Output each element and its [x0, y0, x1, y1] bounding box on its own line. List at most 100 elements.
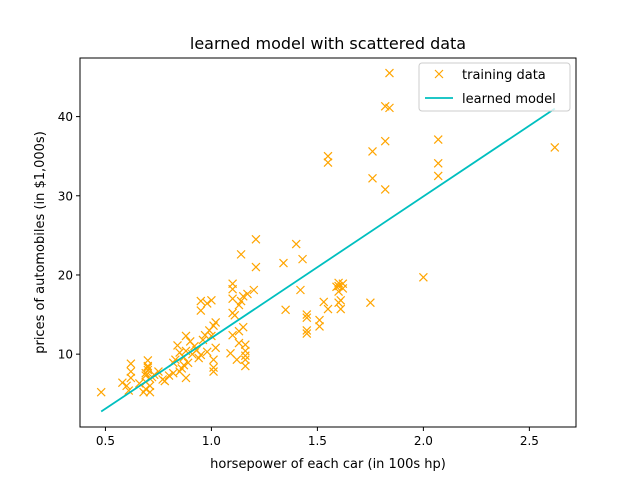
scatter-point — [209, 363, 218, 373]
scatter-point — [418, 272, 428, 282]
scatter-point — [251, 262, 261, 272]
scatter-point — [145, 381, 155, 391]
scatter-point — [336, 295, 346, 305]
scatter-point — [196, 306, 206, 316]
scatter-point — [228, 330, 238, 340]
scatter-point — [368, 147, 377, 156]
scatter-point — [126, 367, 136, 376]
scatter-point — [173, 341, 182, 350]
scatter-point — [183, 358, 193, 368]
scatter-point — [124, 386, 134, 395]
scatter-point — [433, 158, 443, 168]
scatter-point — [126, 373, 136, 383]
scatter-point — [122, 381, 132, 391]
scatter-point — [228, 279, 238, 289]
scatter-point — [380, 136, 390, 146]
scatter-point — [238, 291, 248, 301]
legend: training data learned model — [418, 62, 571, 112]
legend-label-training: training data — [462, 68, 546, 83]
scatter-point — [315, 315, 324, 325]
scatter-point — [238, 322, 248, 332]
scatter-point — [170, 355, 180, 365]
scatter-point — [126, 359, 136, 369]
plot-area — [96, 68, 560, 413]
scatter-point — [385, 68, 394, 78]
scatter-point — [365, 298, 375, 308]
scatter-point — [433, 135, 443, 144]
scatter-point — [236, 249, 246, 259]
scatter-point — [302, 313, 312, 323]
scatter-point — [179, 360, 189, 370]
scatter-point — [209, 355, 218, 365]
y-tick-label: 30 — [58, 189, 73, 203]
scatter-point — [368, 173, 377, 183]
legend-x-icon — [434, 69, 444, 79]
legend-box — [418, 62, 571, 112]
scatter-point — [302, 329, 312, 338]
regression-line — [100, 107, 556, 413]
scatter-point — [315, 322, 324, 331]
scatter-point — [338, 279, 348, 289]
scatter-point — [160, 376, 170, 386]
scatter-point — [206, 331, 216, 341]
scatter-point — [181, 331, 191, 341]
scatter-point — [202, 299, 212, 308]
scatter-point — [206, 295, 216, 305]
x-axis-label: horsepower of each car (in 100s hp) — [210, 457, 446, 472]
scatter-point — [336, 304, 346, 314]
scatter-point — [211, 318, 221, 327]
scatter-point — [143, 363, 153, 373]
x-tick-label: 0.5 — [96, 434, 115, 448]
scatter-point — [232, 355, 242, 365]
scatter-point — [302, 310, 312, 319]
x-tick-label: 2.5 — [520, 434, 539, 448]
scatter-point — [302, 325, 312, 335]
scatter-point — [281, 305, 291, 315]
x-tick-label: 1.5 — [308, 434, 327, 448]
scatter-point — [117, 378, 127, 388]
y-tick-label: 40 — [58, 110, 73, 124]
scatter-point — [143, 356, 153, 365]
scatter-point — [298, 254, 307, 264]
scatter-point — [196, 350, 206, 360]
y-tick-label: 20 — [58, 268, 73, 282]
scatter-point — [145, 387, 155, 397]
scatter-point — [323, 151, 333, 161]
legend-marker-training — [434, 69, 444, 79]
scatter-point — [251, 234, 261, 244]
scatter-point — [433, 171, 443, 181]
scatter-point — [243, 289, 252, 299]
scatter-point — [96, 387, 106, 397]
x-tick-label: 2.0 — [414, 434, 433, 448]
scatter-point — [385, 103, 394, 113]
x-axis: 0.5 1.0 1.5 2.0 2.5 — [96, 427, 539, 448]
y-axis-label: prices of automobiles (in $1,000s) — [33, 131, 48, 354]
scatter-point — [230, 310, 240, 320]
scatter-point — [249, 285, 259, 295]
scatter-point — [296, 285, 305, 295]
legend-label-model: learned model — [462, 92, 556, 107]
scatter-point — [240, 355, 250, 365]
scatter-point — [323, 304, 333, 314]
scatter-point — [279, 258, 288, 268]
scatter-point — [550, 143, 560, 152]
scatter-point — [209, 367, 218, 376]
scatter-point — [236, 296, 246, 306]
y-tick-label: 10 — [58, 348, 73, 362]
plot-frame — [79, 57, 577, 428]
x-tick-label: 1.0 — [202, 434, 221, 448]
scatter-point — [164, 371, 174, 380]
scatter-point — [240, 340, 250, 350]
scatter-point — [240, 361, 250, 371]
scatter-point — [202, 347, 212, 357]
scatter-point — [196, 296, 206, 306]
scatter-point — [319, 297, 329, 307]
scatter-point — [323, 158, 333, 167]
scatter-point — [211, 343, 221, 353]
scatter-point — [143, 365, 153, 375]
scatter-point — [291, 239, 301, 249]
scatter-point — [334, 281, 344, 291]
chart-title: learned model with scattered data — [190, 34, 466, 53]
scatter-point — [141, 384, 151, 394]
